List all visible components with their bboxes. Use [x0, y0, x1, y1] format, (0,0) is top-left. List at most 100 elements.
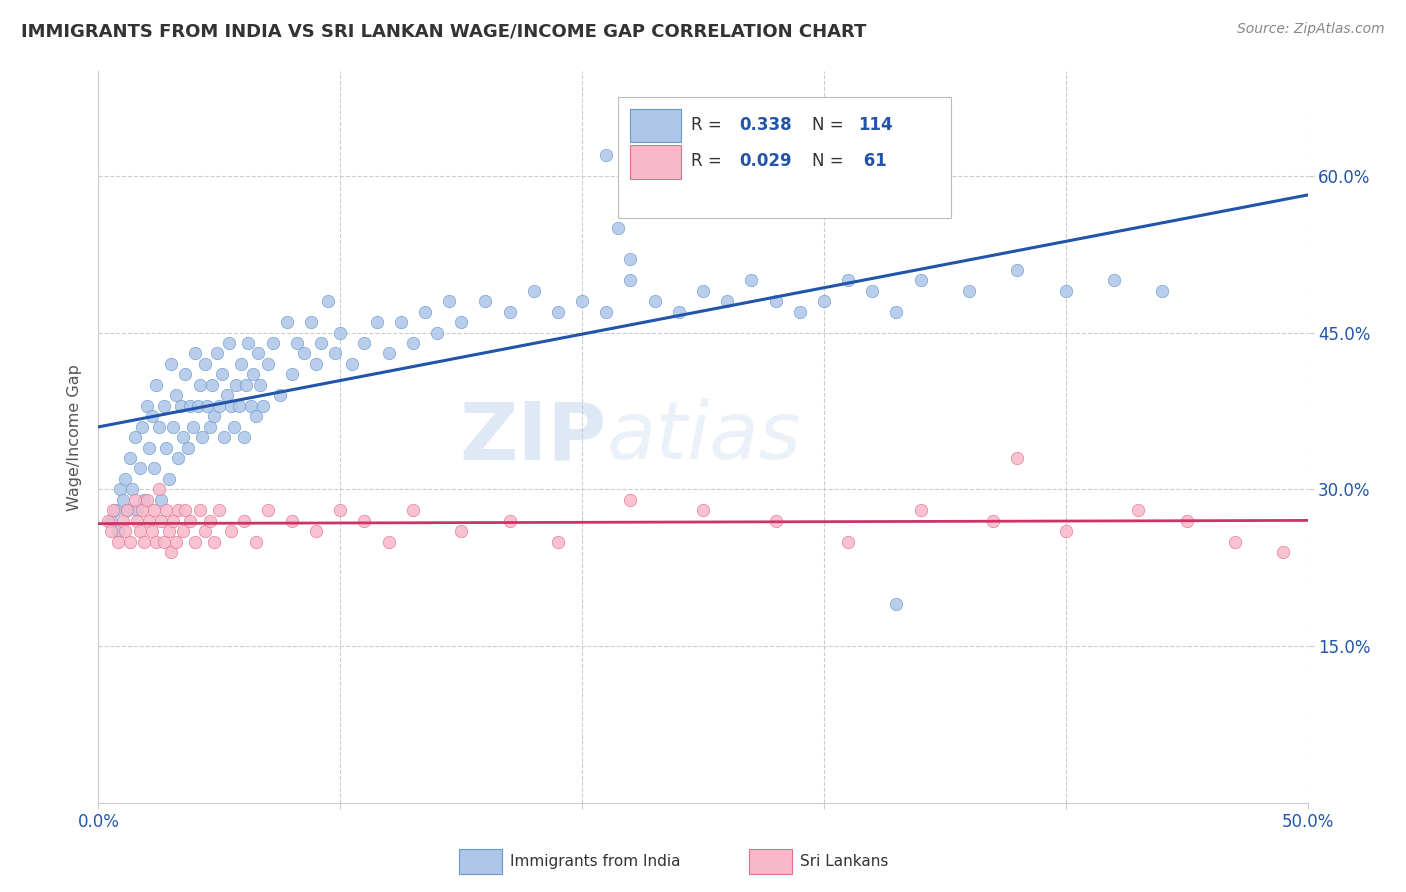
Point: [118, 534, 141, 549]
Point: [474, 294, 496, 309]
Point: [135, 399, 157, 413]
Point: [837, 534, 859, 549]
Point: [1007, 450, 1029, 465]
Point: [117, 503, 139, 517]
Point: [100, 514, 122, 528]
Point: [239, 399, 262, 413]
Point: [167, 450, 190, 465]
Point: [305, 524, 328, 538]
Point: [198, 419, 221, 434]
Point: [101, 503, 124, 517]
Point: [366, 315, 388, 329]
Point: [157, 472, 180, 486]
Point: [215, 388, 238, 402]
Point: [619, 252, 641, 267]
Point: [644, 294, 666, 309]
Y-axis label: Wage/Income Gap: Wage/Income Gap: [67, 364, 83, 510]
Point: [174, 368, 197, 382]
Point: [145, 377, 167, 392]
Point: [981, 514, 1004, 528]
Point: [204, 534, 226, 549]
Point: [148, 419, 170, 434]
Point: [177, 441, 200, 455]
Text: 0.338: 0.338: [740, 116, 792, 134]
Point: [232, 514, 254, 528]
Point: [668, 304, 690, 318]
Point: [789, 304, 811, 318]
Point: [160, 357, 183, 371]
Point: [127, 514, 149, 528]
Point: [1054, 284, 1077, 298]
FancyBboxPatch shape: [458, 849, 502, 874]
Point: [292, 346, 315, 360]
Point: [256, 357, 278, 371]
Point: [957, 284, 980, 298]
Point: [910, 503, 932, 517]
Point: [886, 304, 908, 318]
Point: [143, 461, 166, 475]
Point: [205, 346, 228, 360]
Point: [131, 419, 153, 434]
Point: [111, 492, 134, 507]
Text: Source: ZipAtlas.com: Source: ZipAtlas.com: [1237, 22, 1385, 37]
Point: [208, 399, 231, 413]
Point: [547, 304, 569, 318]
Point: [104, 503, 127, 517]
Point: [437, 294, 460, 309]
Point: [1128, 503, 1150, 517]
Point: [329, 503, 352, 517]
Point: [100, 524, 122, 538]
Point: [128, 524, 150, 538]
Point: [305, 357, 328, 371]
FancyBboxPatch shape: [619, 97, 950, 218]
Point: [245, 409, 267, 424]
Point: [211, 368, 233, 382]
Point: [1272, 545, 1295, 559]
Point: [1152, 284, 1174, 298]
Point: [221, 399, 243, 413]
Point: [238, 336, 260, 351]
Point: [187, 399, 209, 413]
Point: [204, 409, 226, 424]
Point: [245, 534, 267, 549]
Point: [179, 514, 201, 528]
Point: [138, 441, 160, 455]
Point: [165, 388, 187, 402]
Point: [692, 284, 714, 298]
Point: [152, 399, 174, 413]
Point: [160, 545, 183, 559]
Point: [167, 503, 190, 517]
FancyBboxPatch shape: [749, 849, 793, 874]
Point: [218, 336, 240, 351]
Point: [607, 221, 630, 235]
Text: IMMIGRANTS FROM INDIA VS SRI LANKAN WAGE/INCOME GAP CORRELATION CHART: IMMIGRANTS FROM INDIA VS SRI LANKAN WAGE…: [21, 22, 866, 40]
Point: [221, 524, 243, 538]
Point: [281, 368, 304, 382]
Point: [242, 368, 264, 382]
Point: [249, 377, 271, 392]
Point: [299, 315, 322, 329]
Point: [138, 514, 160, 528]
Point: [716, 294, 738, 309]
Point: [172, 524, 194, 538]
Point: [114, 472, 136, 486]
Point: [134, 492, 156, 507]
Point: [813, 294, 835, 309]
Text: 0.029: 0.029: [740, 153, 792, 170]
Point: [619, 492, 641, 507]
Point: [389, 315, 412, 329]
Text: Sri Lankans: Sri Lankans: [800, 854, 889, 869]
Point: [262, 336, 284, 351]
Point: [194, 524, 217, 538]
Text: R =: R =: [690, 116, 727, 134]
Text: 114: 114: [858, 116, 893, 134]
Point: [281, 514, 304, 528]
Point: [325, 346, 347, 360]
Point: [212, 430, 235, 444]
Point: [377, 534, 399, 549]
Point: [450, 315, 472, 329]
Point: [201, 377, 224, 392]
Point: [1175, 514, 1198, 528]
Point: [148, 483, 170, 497]
Point: [152, 534, 174, 549]
